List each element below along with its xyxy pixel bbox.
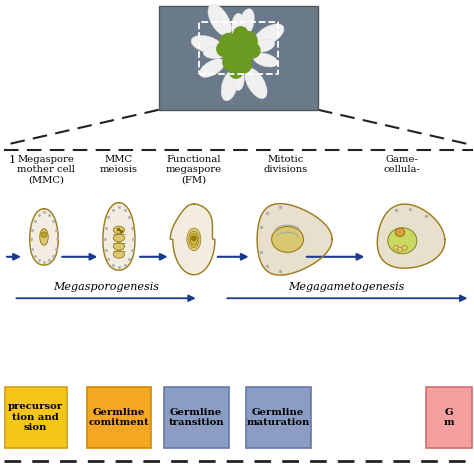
Circle shape: [224, 38, 253, 67]
Ellipse shape: [113, 251, 125, 258]
Text: Game-
cellula-: Game- cellula-: [384, 155, 421, 174]
Text: MMC
meiosis: MMC meiosis: [100, 155, 138, 174]
Text: Megasporogenesis: Megasporogenesis: [53, 282, 159, 292]
Ellipse shape: [187, 228, 201, 251]
Circle shape: [234, 27, 248, 41]
Polygon shape: [30, 209, 58, 265]
Ellipse shape: [191, 234, 197, 245]
Polygon shape: [257, 204, 332, 275]
Text: Germline
transition: Germline transition: [168, 408, 224, 427]
Text: Mitotic
divisions: Mitotic divisions: [263, 155, 307, 174]
Ellipse shape: [113, 226, 125, 234]
Circle shape: [223, 54, 240, 71]
Ellipse shape: [221, 70, 238, 101]
FancyBboxPatch shape: [246, 387, 310, 447]
Circle shape: [229, 65, 243, 78]
Ellipse shape: [253, 53, 278, 67]
Ellipse shape: [113, 234, 125, 242]
Ellipse shape: [395, 228, 405, 237]
Ellipse shape: [402, 246, 408, 250]
Bar: [159, 6, 318, 110]
FancyBboxPatch shape: [87, 387, 151, 447]
FancyBboxPatch shape: [164, 387, 228, 447]
Ellipse shape: [40, 229, 48, 245]
Ellipse shape: [203, 47, 227, 59]
Ellipse shape: [208, 4, 231, 36]
Ellipse shape: [397, 247, 403, 252]
Circle shape: [41, 232, 47, 237]
Text: Functional
megaspore
(FM): Functional megaspore (FM): [166, 155, 222, 184]
Ellipse shape: [232, 67, 244, 91]
Ellipse shape: [272, 227, 303, 252]
Circle shape: [235, 56, 252, 73]
Circle shape: [245, 43, 260, 58]
Text: 1: 1: [9, 155, 16, 164]
Ellipse shape: [238, 9, 255, 37]
Circle shape: [191, 236, 196, 241]
Text: Megaspore
mother cell
(MMC): Megaspore mother cell (MMC): [18, 155, 75, 184]
Polygon shape: [377, 204, 445, 268]
Ellipse shape: [232, 13, 245, 40]
Circle shape: [238, 32, 257, 50]
Ellipse shape: [113, 243, 125, 250]
Polygon shape: [170, 204, 215, 275]
Ellipse shape: [245, 68, 267, 99]
Text: Germline
maturation: Germline maturation: [246, 408, 310, 427]
Ellipse shape: [252, 39, 275, 53]
Polygon shape: [103, 202, 135, 270]
Text: Megagametogenesis: Megagametogenesis: [288, 282, 404, 292]
Ellipse shape: [200, 59, 225, 77]
Ellipse shape: [388, 228, 417, 254]
FancyBboxPatch shape: [426, 387, 472, 447]
Ellipse shape: [393, 246, 399, 250]
Ellipse shape: [191, 36, 222, 53]
Ellipse shape: [254, 24, 284, 46]
Text: G
m: G m: [444, 408, 455, 427]
Circle shape: [220, 34, 238, 51]
FancyBboxPatch shape: [5, 387, 67, 447]
Text: Germline
comitment: Germline comitment: [89, 408, 149, 427]
Circle shape: [217, 41, 232, 56]
Ellipse shape: [189, 231, 199, 247]
Text: precursor
tion and
sion: precursor tion and sion: [8, 402, 64, 432]
